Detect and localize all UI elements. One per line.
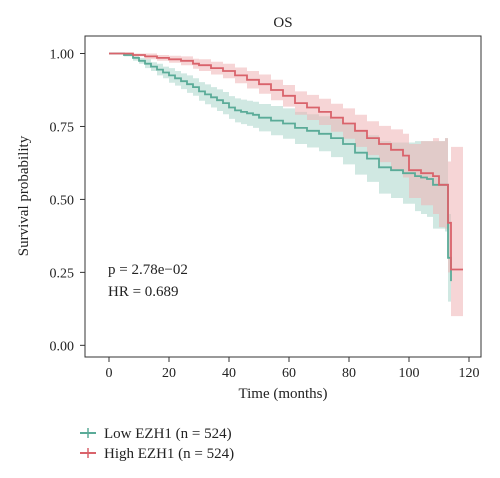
y-tick-label: 1.00: [50, 48, 75, 63]
x-tick-label: 60: [282, 366, 296, 381]
survival-curve-high: [109, 52, 463, 271]
x-axis-label: Time (months): [238, 386, 327, 402]
y-tick-label: 0.25: [50, 266, 75, 281]
confidence-band-high: [109, 53, 463, 317]
plot-frame: [84, 35, 482, 358]
legend-label-low: Low EZH1 (n = 524): [104, 426, 232, 442]
legend-label-high: High EZH1 (n = 524): [104, 446, 234, 462]
x-axis-ticks: 0 20 40 60 80 100 120: [106, 357, 480, 381]
y-tick-label: 0.00: [50, 339, 75, 354]
x-tick-label: 120: [459, 366, 480, 381]
confidence-band-low: [109, 53, 451, 325]
survival-curves: [109, 52, 463, 282]
survival-curve-low: [109, 52, 452, 282]
x-tick-label: 0: [106, 366, 113, 381]
y-axis-label: Survival probability: [16, 135, 32, 256]
x-tick-label: 40: [222, 366, 236, 381]
y-tick-label: 0.75: [50, 120, 75, 135]
confidence-bands: [109, 53, 463, 325]
x-tick-label: 100: [399, 366, 420, 381]
y-tick-label: 0.50: [50, 193, 75, 208]
legend: Low EZH1 (n = 524) High EZH1 (n = 524): [80, 426, 234, 462]
legend-item-high: High EZH1 (n = 524): [80, 446, 234, 462]
legend-item-low: Low EZH1 (n = 524): [80, 426, 232, 442]
hazard-ratio-annotation: HR = 0.689: [108, 284, 179, 300]
p-value-annotation: p = 2.78e−02: [108, 262, 188, 278]
y-axis-ticks: 0.00 0.25 0.50 0.75 1.00: [50, 48, 85, 354]
x-tick-label: 20: [162, 366, 176, 381]
x-tick-label: 80: [342, 366, 356, 381]
chart-title: OS: [273, 15, 292, 31]
